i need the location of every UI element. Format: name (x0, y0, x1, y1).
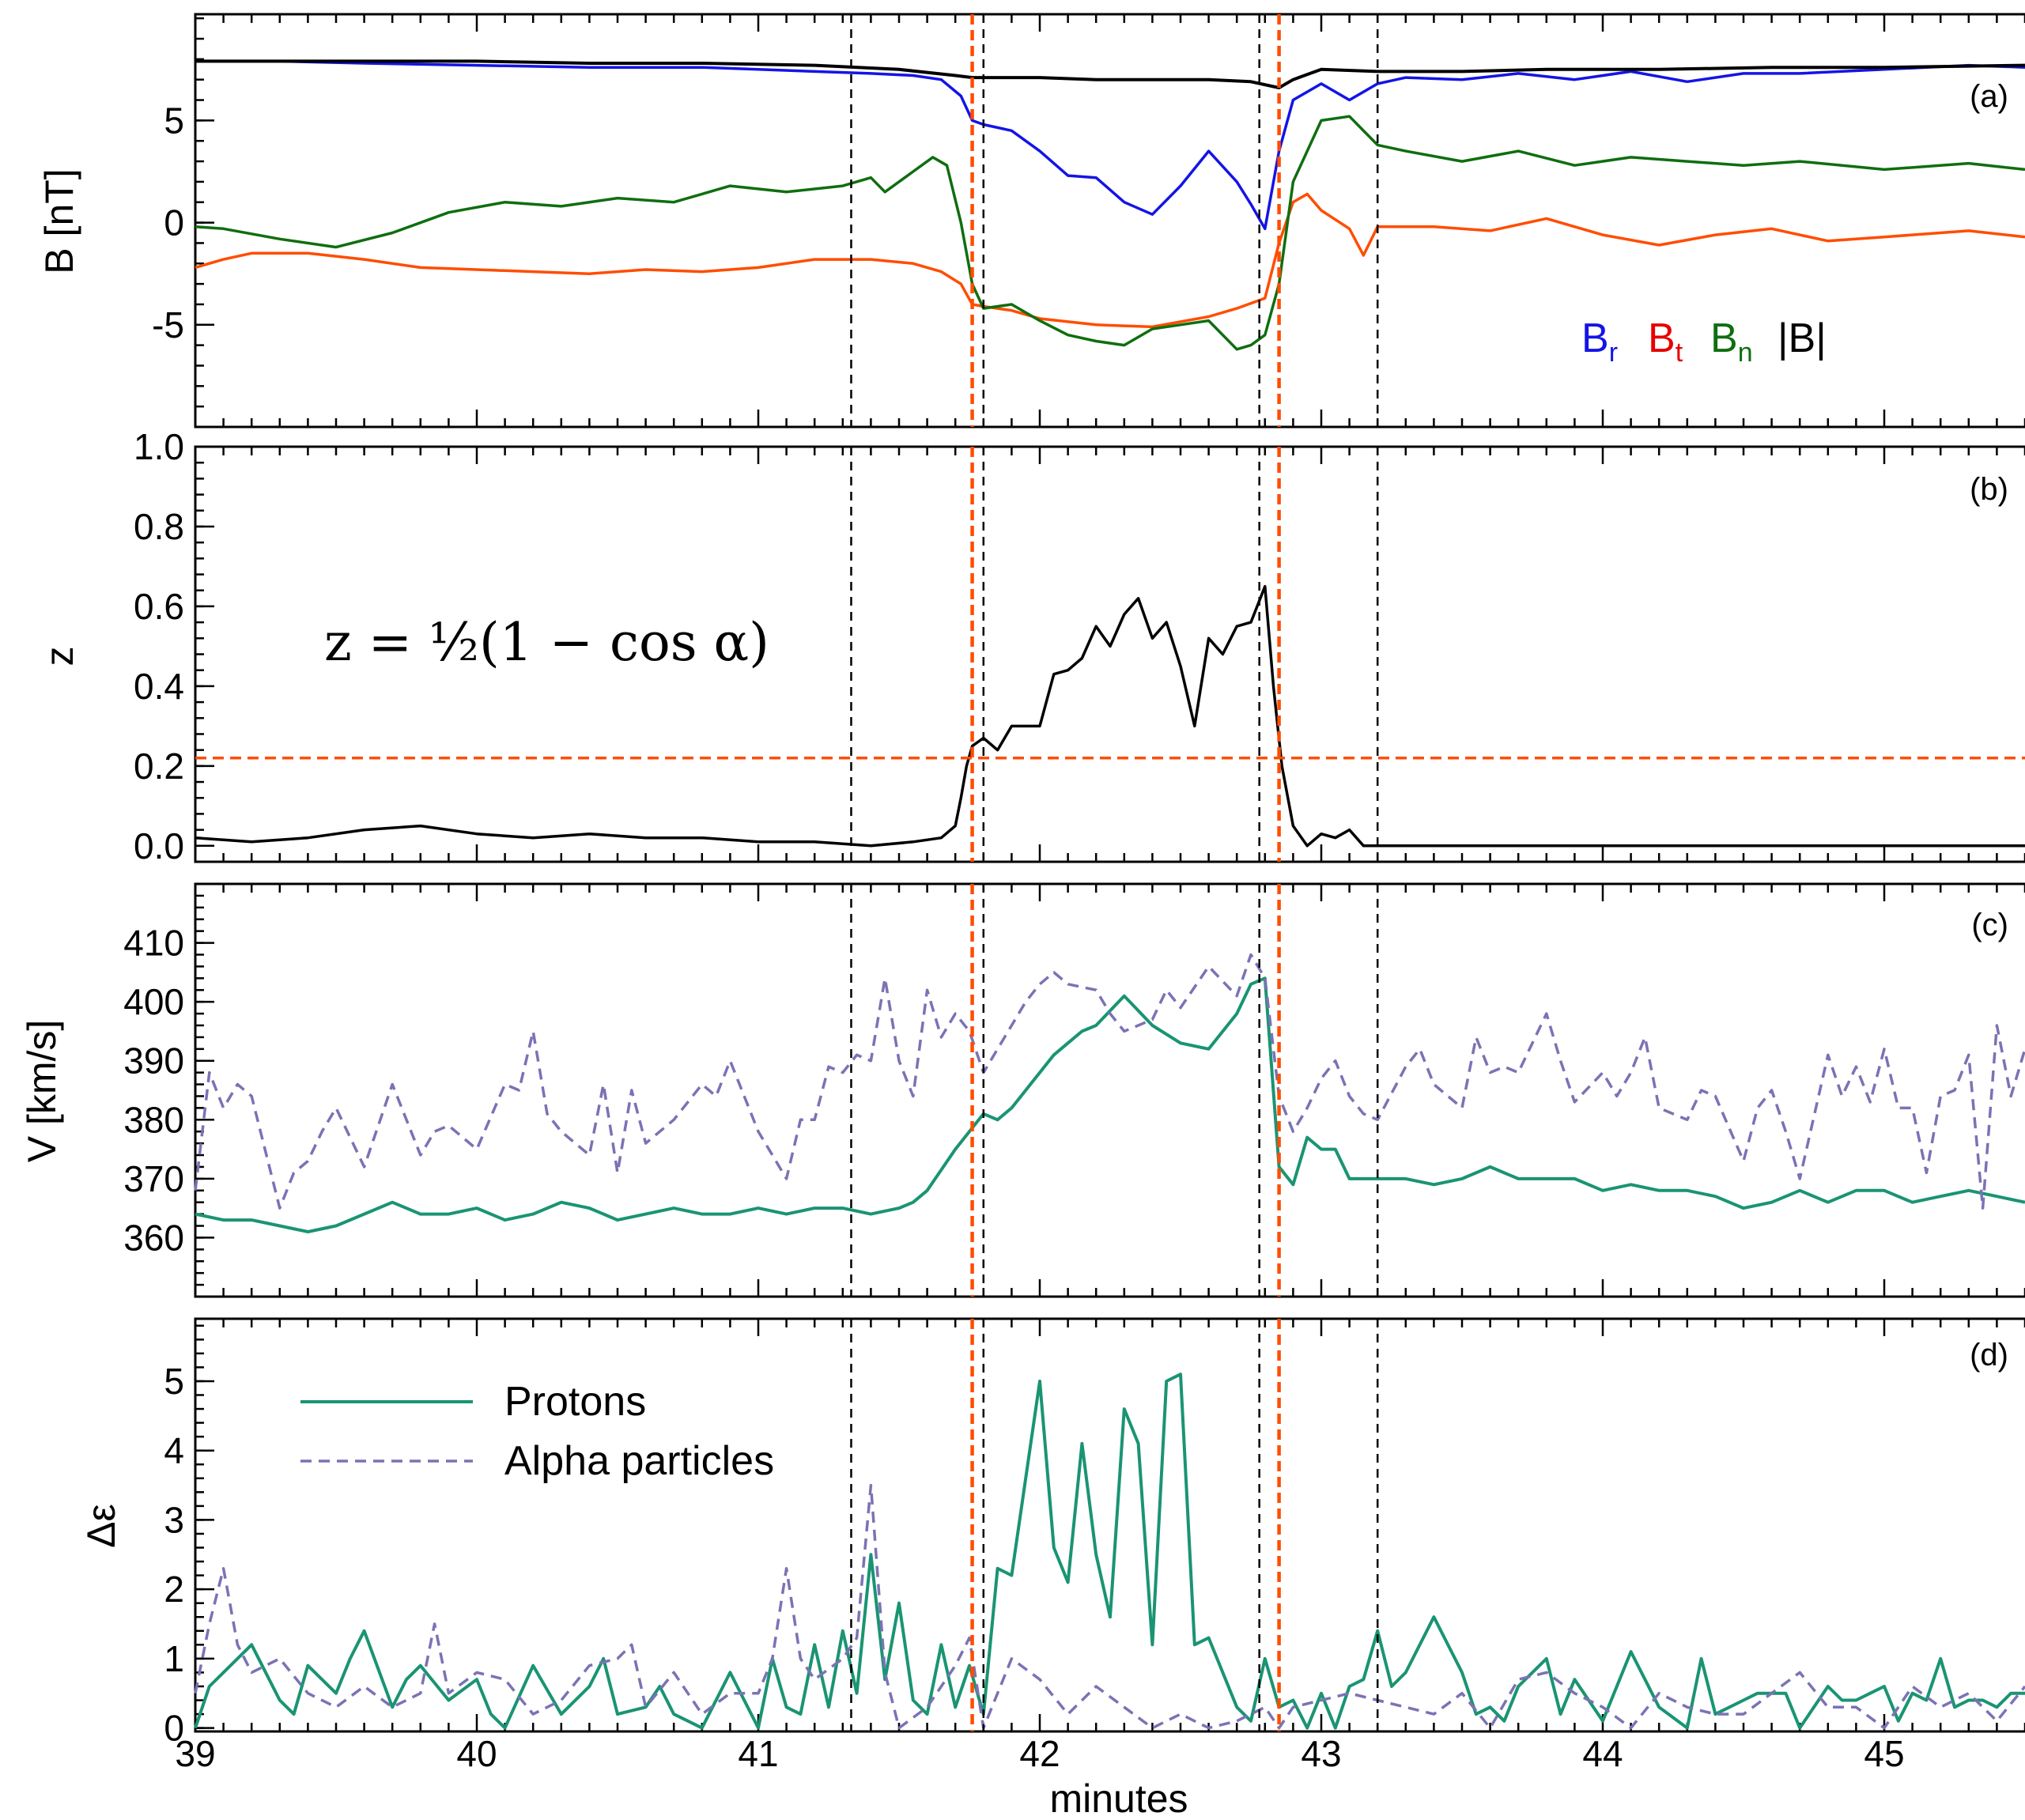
panel-c-series-alpha-particles (194, 953, 2025, 1210)
x-tick-label: 41 (738, 1733, 778, 1774)
panel-d-ytick-label: 3 (164, 1499, 184, 1540)
panel-c-ytick-label: 390 (123, 1040, 184, 1082)
panel-c-series-protons (195, 976, 2025, 1233)
panel-d-ticks: 0 1 2 3 4 5 (164, 1317, 2025, 1749)
panel-c-ytick-label: 380 (123, 1099, 184, 1140)
panel-a-legend: Br Bt Bn |B| (1581, 315, 1827, 368)
panel-a: -5 0 5 (a) B [nT] Br Bt Bn |B| (37, 13, 2025, 429)
panel-b-series (195, 584, 2025, 848)
panel-d-ytick-label: 1 (164, 1638, 184, 1679)
legend-bmag: |B| (1778, 315, 1827, 361)
legend-br-base: B (1581, 315, 1609, 361)
panel-c-ytick-label: 370 (123, 1158, 184, 1199)
panel-c-ylabel: V [km/s] (20, 1020, 64, 1163)
panel-b-ytick-label: 0.0 (134, 825, 184, 867)
panel-c-ticks: 360 370 380 390 400 410 (123, 882, 2025, 1298)
x-tick-label: 44 (1582, 1733, 1623, 1774)
formula: z = ½(1 − cos α) (324, 612, 769, 673)
panel-d-series-protons (194, 1373, 2025, 1730)
panel-d-series (194, 1373, 2025, 1730)
panel-d-legend: Protons Alpha particles (300, 1379, 774, 1484)
panel-a-series-b-t (195, 192, 2025, 329)
panel-b-ytick-label: 0.8 (134, 506, 184, 547)
panel-b-ytick-label: 0.4 (134, 666, 184, 707)
panel-a-event-markers (850, 14, 1379, 427)
panel-b-ytick-label: 1.0 (134, 426, 184, 467)
x-tick-label: 42 (1019, 1733, 1060, 1774)
panel-d-ytick-label: 0 (164, 1708, 184, 1749)
panel-a-series--b- (195, 59, 2025, 89)
panel-c: 360 370 380 390 400 410 (c) V [km/s] (20, 882, 2025, 1298)
panel-label-c: (c) (1971, 908, 2008, 942)
legend-protons-label: Protons (504, 1379, 646, 1425)
panel-label-d: (d) (1970, 1338, 2008, 1373)
legend-bn-base: B (1710, 315, 1738, 361)
panel-a-ytick-label: 0 (164, 202, 184, 244)
panel-label-a: (a) (1970, 79, 2008, 114)
legend-alphas-label: Alpha particles (504, 1438, 774, 1484)
panel-d-ytick-label: 5 (164, 1361, 184, 1402)
panel-c-series (194, 953, 2025, 1233)
panel-d-ylabel: Δε (79, 1504, 123, 1548)
x-tick-label: 39 (175, 1733, 215, 1774)
panel-d-series-alpha-particles (194, 1483, 2025, 1730)
legend-bn: Bn (1710, 315, 1753, 368)
panel-d-ytick-label: 2 (164, 1569, 184, 1610)
legend-bn-sub: n (1738, 338, 1753, 368)
panel-a-series-b-r (195, 59, 2025, 231)
panel-d-ytick-label: 4 (164, 1430, 184, 1471)
panel-a-ytick-label: 5 (164, 100, 184, 141)
panel-c-ytick-label: 360 (123, 1217, 184, 1258)
legend-bt-base: B (1648, 315, 1676, 361)
panel-b-ytick-label: 0.2 (134, 746, 184, 787)
panel-a-ytick-label: -5 (152, 304, 184, 345)
legend-bt-sub: t (1676, 338, 1683, 368)
panel-b: 0.0 0.2 0.4 0.6 0.8 1.0 (b) z z = ½(1 − cos α… (37, 426, 2025, 867)
panel-d-event-markers (850, 1319, 1379, 1731)
x-tick-label: 45 (1864, 1733, 1904, 1774)
x-tick-label: 43 (1301, 1733, 1341, 1774)
legend-bt: Bt (1648, 315, 1683, 368)
panel-a-series (195, 59, 2025, 351)
panel-a-ticks: -5 0 5 (152, 13, 2025, 429)
panel-a-series-b-n (195, 115, 2025, 351)
x-tick-labels: 39 40 41 42 43 44 45 (175, 1733, 1904, 1774)
x-axis-label: minutes (1049, 1777, 1188, 1820)
panel-a-frame (194, 13, 2025, 429)
x-tick-label: 40 (456, 1733, 497, 1774)
panel-d-frame (194, 1317, 2025, 1733)
panel-label-b: (b) (1970, 472, 2008, 507)
panel-b-ytick-label: 0.6 (134, 586, 184, 627)
legend-br: Br (1581, 315, 1618, 368)
legend-br-sub: r (1609, 338, 1618, 368)
panel-c-frame (194, 882, 2025, 1298)
panel-c-ytick-label: 400 (123, 981, 184, 1022)
panel-d: 0 1 2 3 4 5 (d) Δε Protons Alpha particles (79, 1317, 2025, 1749)
panel-a-ylabel: B [nT] (37, 168, 81, 274)
panel-b-event-markers (195, 447, 2025, 862)
panel-c-event-markers (850, 884, 1379, 1297)
panel-c-ytick-label: 410 (123, 923, 184, 964)
panel-b-ylabel: z (37, 647, 81, 666)
panel-b-series-z (195, 584, 2025, 848)
